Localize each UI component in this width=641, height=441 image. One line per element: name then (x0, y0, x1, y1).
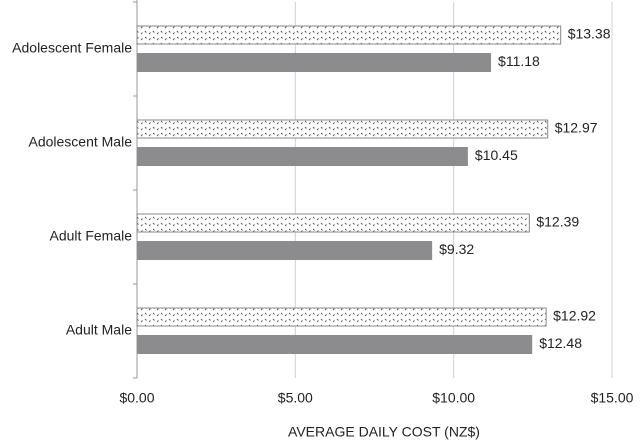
x-tick-label: $5.00 (278, 390, 313, 406)
y-tick-label: Adolescent Female (12, 40, 132, 56)
y-tick-label: Adolescent Male (28, 134, 132, 150)
bar (136, 25, 562, 45)
bar (137, 53, 492, 72)
x-tick-label: $10.00 (432, 390, 475, 406)
x-axis-title: AVERAGE DAILY COST (NZ$) (288, 424, 480, 440)
value-label: $12.39 (536, 214, 579, 230)
y-tick-label: Adult Male (66, 322, 132, 338)
x-tick-label: $15.00 (591, 390, 634, 406)
bar (137, 335, 533, 354)
value-label: $12.48 (539, 335, 582, 351)
bar (136, 119, 549, 139)
bar (137, 241, 433, 260)
x-tick-label: $0.00 (119, 390, 154, 406)
value-label: $9.32 (439, 241, 474, 257)
value-label: $12.97 (555, 120, 598, 136)
value-label: $11.18 (498, 53, 540, 69)
value-label: $10.45 (475, 147, 518, 163)
bar (137, 147, 468, 166)
bar (136, 213, 530, 233)
value-label: $12.92 (553, 308, 596, 324)
bar (136, 307, 547, 327)
value-label: $13.38 (568, 26, 611, 42)
y-tick-label: Adult Female (50, 228, 133, 244)
